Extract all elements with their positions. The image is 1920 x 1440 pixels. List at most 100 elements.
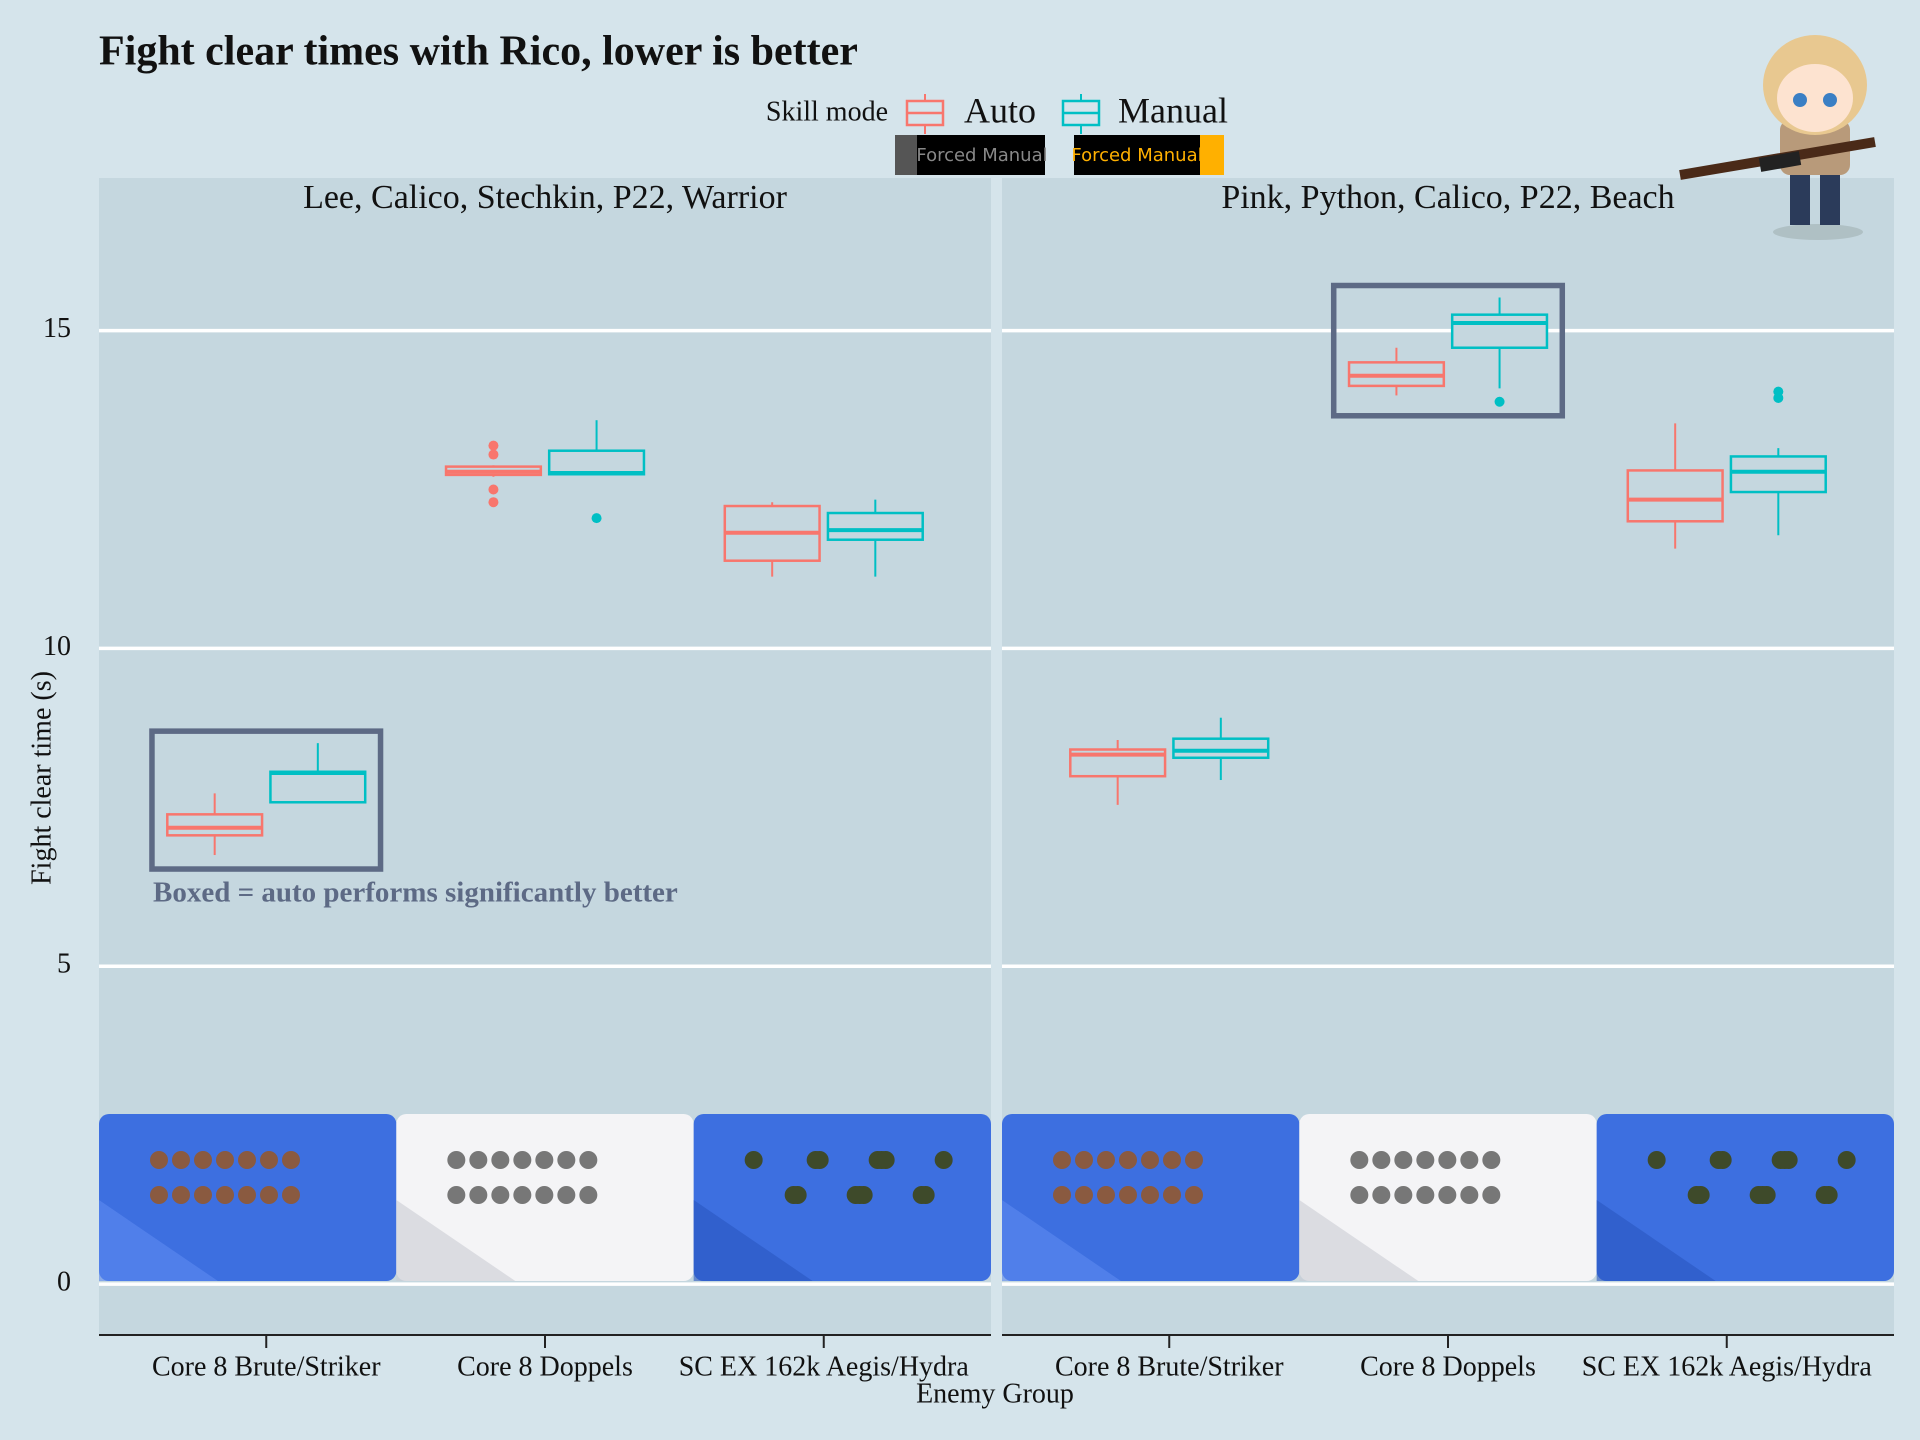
scene-shadow [1002, 1200, 1121, 1281]
scene-figure [579, 1186, 598, 1204]
x-tick-label: Core 8 Brute/Striker [1055, 1351, 1284, 1382]
scene-figure [1394, 1151, 1413, 1169]
scene-figure [557, 1151, 576, 1169]
box [166, 813, 264, 837]
scene-image [1002, 1114, 1300, 1281]
scene-figure [469, 1186, 488, 1204]
scene-figure [513, 1186, 532, 1204]
scene-figure [1053, 1151, 1071, 1169]
x-tick-label: Core 8 Brute/Striker [152, 1351, 381, 1382]
scene-figure [1350, 1186, 1369, 1204]
y-tick-label: 0 [57, 1267, 71, 1298]
scene-figure [1394, 1186, 1413, 1204]
scene-figure [282, 1151, 300, 1169]
scene-figure [1141, 1151, 1159, 1169]
chart-title: Fight clear times with Rico, lower is be… [99, 29, 858, 75]
y-tick-label: 10 [43, 631, 71, 662]
x-tick-label: Core 8 Doppels [457, 1351, 633, 1382]
scene-figure [1372, 1151, 1391, 1169]
box-plot [723, 502, 821, 577]
outlier [1773, 392, 1784, 403]
scene-figure [1163, 1186, 1181, 1204]
scene-figure [854, 1186, 873, 1204]
box-plot [1347, 347, 1446, 396]
scene-figure [260, 1151, 278, 1169]
legend-image-text: Forced Manual [1071, 145, 1202, 166]
box [1450, 313, 1549, 349]
scene-figure [1482, 1186, 1501, 1204]
legend-label: Auto [964, 90, 1036, 130]
scene-figure [1119, 1151, 1137, 1169]
box-plot [444, 440, 543, 508]
scene-figure [1185, 1151, 1203, 1169]
scene-figure [579, 1151, 598, 1169]
scene-figure [1097, 1151, 1115, 1169]
scene-image [1596, 1114, 1894, 1281]
scene-figure [1350, 1151, 1369, 1169]
scene-figure [216, 1151, 234, 1169]
legend-image: Forced Manual [895, 135, 1048, 175]
scene-figure [1460, 1186, 1479, 1204]
outlier [488, 449, 499, 460]
scene-figure [1141, 1186, 1159, 1204]
scene-figure [194, 1151, 212, 1169]
box-plot [1069, 739, 1167, 805]
scene-figure [1837, 1151, 1856, 1169]
outlier [488, 440, 499, 451]
panel-title: Lee, Calico, Stechkin, P22, Warrior [303, 179, 788, 216]
legend-image: Forced Manual [1071, 135, 1224, 175]
box [547, 449, 646, 476]
x-tick-label: SC EX 162k Aegis/Hydra [679, 1351, 970, 1382]
scene-figure [1185, 1186, 1203, 1204]
scene-figure [194, 1186, 212, 1204]
scene-figure [1438, 1186, 1457, 1204]
outlier [488, 484, 499, 495]
legend-image-text: Forced Manual [916, 145, 1047, 166]
scene-figure [238, 1151, 256, 1169]
scene-image [99, 1114, 397, 1281]
scene-figure [788, 1186, 807, 1204]
highlight-frame [1330, 282, 1566, 419]
highlight-frame [149, 728, 384, 872]
outlier [488, 497, 499, 508]
scene-bg [1596, 1114, 1894, 1281]
mascot [1679, 35, 1876, 240]
scene-figure [535, 1186, 554, 1204]
scene-figure [172, 1151, 190, 1169]
scene-figure [1372, 1186, 1391, 1204]
scene-figure [260, 1186, 278, 1204]
scene-shadow [1596, 1200, 1716, 1281]
box-plot [1172, 717, 1270, 781]
scene-figure [1075, 1186, 1093, 1204]
box [1172, 737, 1270, 760]
scene-figure [1482, 1151, 1501, 1169]
box-plot [1729, 386, 1827, 536]
scene-figure [1713, 1151, 1732, 1169]
scene-figure [150, 1151, 168, 1169]
scene-figure [557, 1186, 576, 1204]
scene-image [1299, 1114, 1597, 1281]
x-tick-label: SC EX 162k Aegis/Hydra [1582, 1351, 1873, 1382]
y-tick-label: 15 [43, 313, 71, 344]
scene-figure [447, 1151, 466, 1169]
x-tick-label: Core 8 Doppels [1360, 1351, 1536, 1382]
scene-figure [1097, 1186, 1115, 1204]
scene-figure [1416, 1186, 1435, 1204]
scene-figure [469, 1151, 488, 1169]
x-axis-label: Enemy Group [916, 1378, 1074, 1409]
box [1626, 469, 1724, 523]
box-plot [826, 499, 924, 577]
scene-figure [916, 1186, 935, 1204]
box-plot [166, 793, 264, 856]
scene-figure [1119, 1186, 1137, 1204]
scene-figure [238, 1186, 256, 1204]
scene-figure [1438, 1151, 1457, 1169]
scene-shadow [99, 1200, 218, 1281]
scene-image [693, 1114, 991, 1281]
box-plot [269, 743, 367, 804]
y-tick-label: 5 [57, 949, 71, 980]
scene-figure [513, 1151, 532, 1169]
legend-title: Skill mode [766, 96, 888, 127]
